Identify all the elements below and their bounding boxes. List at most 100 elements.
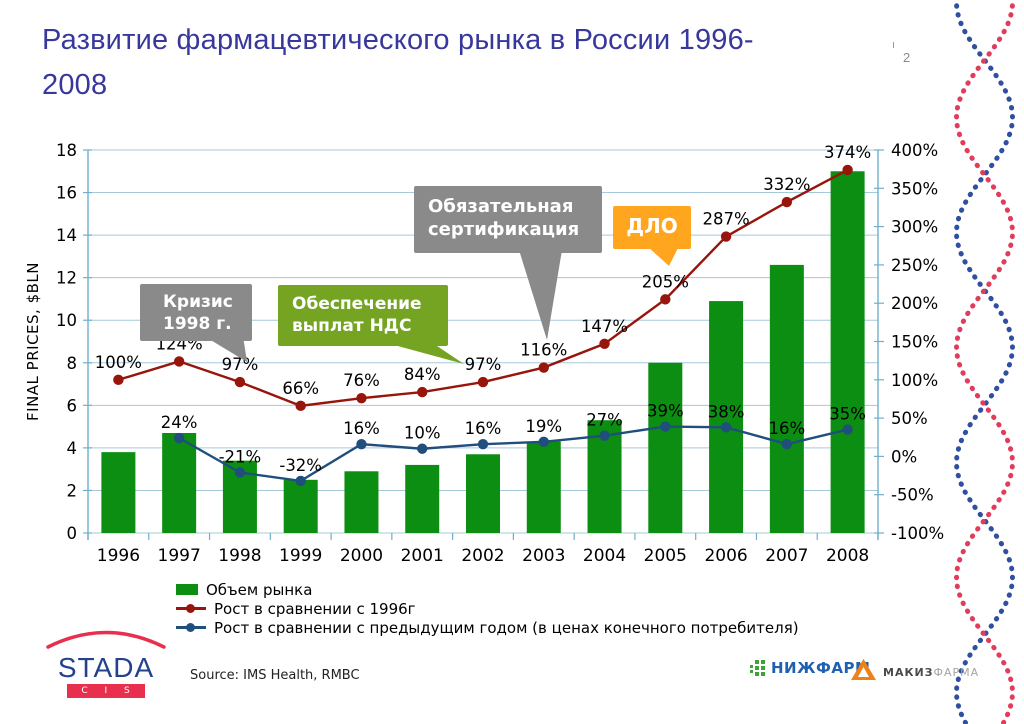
svg-text:100%: 100% xyxy=(95,353,142,372)
svg-text:-32%: -32% xyxy=(279,456,322,475)
legend-swatch-blue-line xyxy=(176,623,206,632)
growth-vs-prev-year-line: 24% -21% -32% 16% 10% 16% 19% 27% 39% 38% 16% 35% xyxy=(161,402,866,487)
bars-market-volume xyxy=(101,171,865,533)
bar-1997 xyxy=(162,432,197,533)
callout-line: выплат НДС xyxy=(292,316,412,337)
svg-text:200%: 200% xyxy=(891,294,938,313)
bar-1996 xyxy=(101,452,136,533)
svg-text:84%: 84% xyxy=(404,365,441,384)
callout-pointer-3 xyxy=(647,246,679,266)
svg-text:100%: 100% xyxy=(891,371,938,390)
svg-text:2004: 2004 xyxy=(583,546,626,566)
callout-pointer-2 xyxy=(519,250,562,340)
svg-text:332%: 332% xyxy=(763,175,810,194)
growth-vs-prev-year-line-point-1998 xyxy=(234,467,246,478)
svg-text:2002: 2002 xyxy=(461,546,504,566)
growth-vs-1996-line: 100%124%97%66% 76% 84%97%116%147%205%287%3… xyxy=(95,143,871,412)
growth-vs-prev-year-line-point-2005 xyxy=(660,421,671,432)
svg-text:2001: 2001 xyxy=(401,546,444,566)
legend-swatch-bar xyxy=(176,584,198,595)
svg-text:10: 10 xyxy=(56,311,77,330)
callout-vat-payments: Обеспечение выплат НДС xyxy=(278,285,448,346)
chart-legend: Объем рынка Рост в сравнении с 1996г Рос… xyxy=(176,580,799,637)
bar-2007 xyxy=(769,264,804,533)
growth-vs-1996-line-point-2006 xyxy=(720,231,732,242)
growth-vs-1996-line-point-2003 xyxy=(538,362,549,373)
svg-text:18: 18 xyxy=(56,141,77,160)
makiz-logo: МАКИЗФАРМА xyxy=(850,658,979,682)
svg-text:1998: 1998 xyxy=(218,546,261,566)
stada-logo: STADA C I S xyxy=(44,627,168,699)
growth-vs-1996-line-point-2008 xyxy=(842,164,853,176)
growth-vs-1996-line-point-1999 xyxy=(295,400,306,412)
growth-vs-1996-line-point-2000 xyxy=(356,392,367,404)
svg-text:6: 6 xyxy=(67,396,78,415)
makiz-wordmark-light: ФАРМА xyxy=(933,665,980,679)
svg-text:1996: 1996 xyxy=(97,546,140,566)
legend-label: Рост в сравнении с 1996г xyxy=(214,599,416,618)
svg-text:0: 0 xyxy=(67,524,78,543)
callout-dlo: ДЛО xyxy=(613,206,691,249)
growth-vs-1996-line-point-2004 xyxy=(599,338,610,349)
bar-2008 xyxy=(830,171,865,533)
growth-vs-prev-year-line-point-1997 xyxy=(173,432,185,444)
svg-text:35%: 35% xyxy=(829,405,866,424)
source-note: Source: IMS Health, RMBC xyxy=(190,668,360,683)
legend-item-market-volume: Объем рынка xyxy=(176,580,799,599)
svg-text:66%: 66% xyxy=(282,379,319,398)
svg-text:4: 4 xyxy=(67,439,78,458)
growth-vs-1996-line-point-1996 xyxy=(113,374,124,385)
svg-text:8: 8 xyxy=(67,354,78,373)
legend-item-growth-vs-1996: Рост в сравнении с 1996г xyxy=(176,599,799,618)
svg-text:150%: 150% xyxy=(891,333,938,352)
bar-2000 xyxy=(344,471,379,533)
nizhpharm-icon xyxy=(750,660,765,676)
callout-crisis-1998: Кризис 1998 г. xyxy=(140,284,252,341)
svg-text:14: 14 xyxy=(56,226,77,245)
growth-vs-1996-line-point-2007 xyxy=(781,196,793,208)
callout-line: сертификация xyxy=(428,219,580,241)
growth-vs-1996-line-point-2005 xyxy=(660,294,671,305)
svg-text:350%: 350% xyxy=(891,179,938,198)
growth-vs-1996-line-point-1998 xyxy=(234,376,246,388)
growth-vs-prev-year-line-point-1999 xyxy=(295,475,306,487)
left-axis-title: FINAL PRICES, $BLN xyxy=(24,262,42,421)
stada-arc-icon xyxy=(46,630,166,649)
growth-vs-prev-year-line-point-2006 xyxy=(720,422,732,433)
callout-line: 1998 г. xyxy=(163,314,232,335)
svg-text:-50%: -50% xyxy=(891,486,934,505)
svg-text:97%: 97% xyxy=(222,355,259,374)
bar-2003 xyxy=(526,441,561,533)
svg-text:16%: 16% xyxy=(465,419,502,438)
svg-text:0%: 0% xyxy=(891,447,917,466)
svg-text:2006: 2006 xyxy=(704,546,747,566)
svg-text:76%: 76% xyxy=(343,371,380,390)
svg-text:27%: 27% xyxy=(586,411,623,430)
svg-text:147%: 147% xyxy=(581,317,628,336)
growth-vs-1996-line-point-2002 xyxy=(477,376,489,388)
svg-text:374%: 374% xyxy=(824,143,871,162)
svg-text:12: 12 xyxy=(56,269,77,288)
svg-text:2005: 2005 xyxy=(644,546,687,566)
growth-vs-prev-year-line-point-2003 xyxy=(538,436,549,448)
gridlines-and-ticks: 0 2 4 6 8 10 12 14 16 18 -100% -50% 0% 50% 100% 150% 200… xyxy=(56,141,944,543)
growth-vs-prev-year-line-point-2004 xyxy=(599,430,610,441)
svg-text:2000: 2000 xyxy=(340,546,383,566)
svg-text:10%: 10% xyxy=(404,424,441,443)
svg-text:-100%: -100% xyxy=(891,524,944,543)
svg-text:205%: 205% xyxy=(642,272,689,291)
callout-line: Кризис xyxy=(163,292,233,312)
svg-text:400%: 400% xyxy=(891,141,938,160)
makiz-triangle-icon xyxy=(851,659,876,680)
bar-2002 xyxy=(466,454,500,533)
svg-text:24%: 24% xyxy=(161,413,198,432)
bar-2006 xyxy=(709,301,744,533)
growth-vs-prev-year-line-point-2002 xyxy=(477,438,489,450)
legend-item-growth-vs-prev-year: Рост в сравнении с предыдущим годом (в ц… xyxy=(176,618,799,637)
svg-text:1997: 1997 xyxy=(158,546,201,566)
svg-text:16: 16 xyxy=(56,184,77,203)
growth-vs-1996-line-point-1997 xyxy=(173,356,185,367)
callout-line: Обеспечение xyxy=(292,294,422,314)
